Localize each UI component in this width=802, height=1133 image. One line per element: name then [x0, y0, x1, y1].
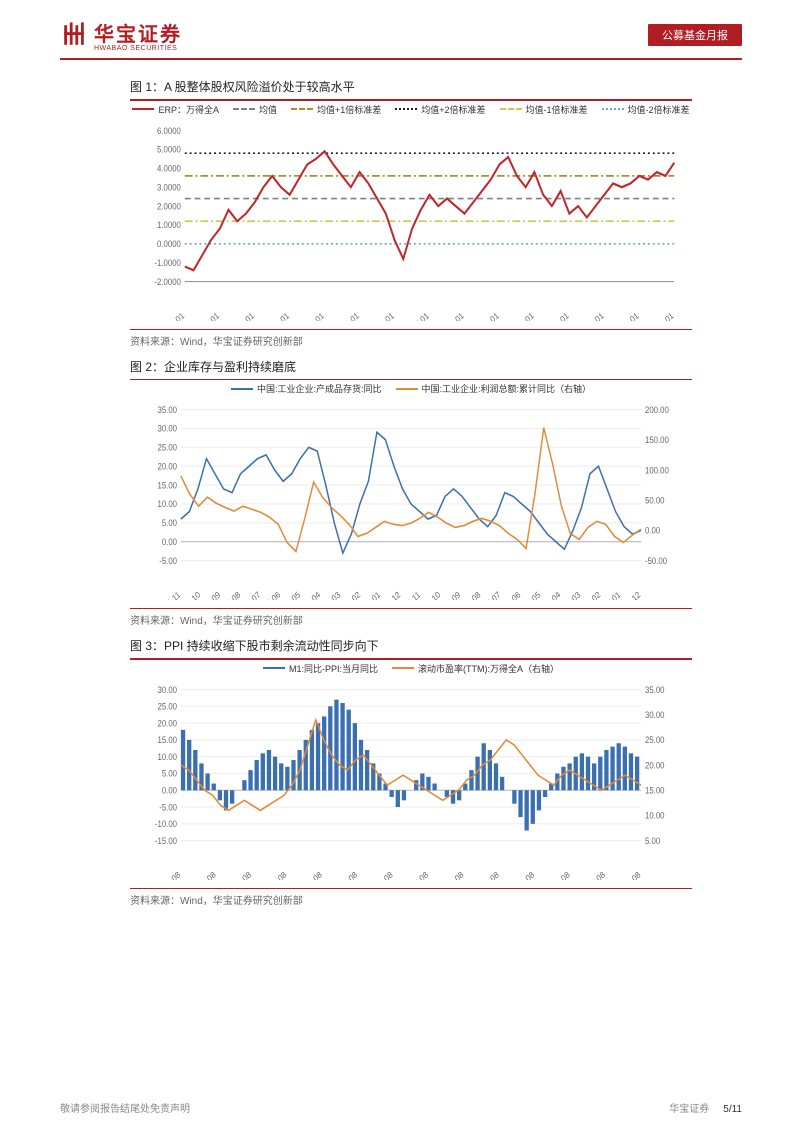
svg-text:15.00: 15.00 [157, 480, 177, 491]
svg-text:20.00: 20.00 [157, 717, 177, 728]
svg-text:1.0000: 1.0000 [157, 219, 181, 230]
svg-text:2012-01: 2012-01 [228, 309, 256, 320]
svg-text:2010-01: 2010-01 [158, 309, 186, 320]
svg-text:-1.0000: -1.0000 [154, 257, 181, 268]
report-tag: 公募基金月报 [648, 24, 742, 46]
svg-text:2019-01: 2019-01 [473, 309, 501, 320]
logo-icon [60, 21, 88, 49]
svg-text:2016-08: 2016-08 [367, 868, 395, 879]
page-number: 5/11 [723, 1104, 742, 1115]
svg-text:2023-01: 2023-01 [613, 309, 641, 320]
figure-3: 图 3：PPI 持续收缩下股市剩余流动性同步向下 M1:同比-PPI:当月同比滚… [130, 637, 692, 907]
svg-text:0.00: 0.00 [162, 785, 178, 796]
svg-text:2013-08: 2013-08 [260, 868, 288, 879]
svg-text:4.0000: 4.0000 [157, 163, 181, 174]
svg-text:2020-08: 2020-08 [508, 868, 536, 879]
svg-text:2015-08: 2015-08 [331, 868, 359, 879]
svg-text:2023-08: 2023-08 [614, 868, 642, 879]
svg-text:30.00: 30.00 [157, 423, 177, 434]
svg-text:2012-08: 2012-08 [225, 868, 253, 879]
svg-text:2024-01: 2024-01 [648, 309, 676, 320]
svg-text:2.0000: 2.0000 [157, 200, 181, 211]
svg-text:-10.00: -10.00 [155, 818, 177, 829]
figure-1: 图 1：A 股整体股权风险溢价处于较高水平 ERP：万得全A均值均值+1倍标准差… [130, 78, 692, 348]
figure-1-title: 图 1：A 股整体股权风险溢价处于较高水平 [130, 78, 692, 95]
figure-2-title: 图 2：企业库存与盈利持续磨底 [130, 358, 692, 375]
svg-text:3.0000: 3.0000 [157, 182, 181, 193]
page-footer: 敬请参阅报告结尾处免责声明 华宝证券 5/11 [0, 1100, 802, 1115]
svg-text:150.00: 150.00 [645, 435, 669, 446]
svg-text:2022-01: 2022-01 [578, 309, 606, 320]
svg-text:-15.00: -15.00 [155, 835, 177, 846]
footer-brand: 华宝证券 [669, 1100, 709, 1115]
brand-name-cn: 华宝证券 [94, 24, 182, 46]
svg-text:10.00: 10.00 [645, 810, 665, 821]
page-header: 华宝证券 HWABAO SECURITIES 公募基金月报 [0, 0, 802, 56]
svg-text:15.00: 15.00 [157, 734, 177, 745]
figure-2-source: 资料来源：Wind，华宝证券研究创新部 [130, 608, 692, 627]
svg-text:5.00: 5.00 [162, 518, 178, 529]
svg-text:5.0000: 5.0000 [157, 144, 181, 155]
svg-text:0.0000: 0.0000 [157, 238, 181, 249]
figure-1-source: 资料来源：Wind，华宝证券研究创新部 [130, 329, 692, 348]
svg-text:100.00: 100.00 [645, 465, 669, 476]
svg-text:-2.0000: -2.0000 [154, 276, 181, 287]
svg-text:2014-08: 2014-08 [296, 868, 324, 879]
svg-text:20.00: 20.00 [157, 461, 177, 472]
svg-text:-50.00: -50.00 [645, 555, 667, 566]
svg-text:30.00: 30.00 [157, 684, 177, 695]
svg-text:25.00: 25.00 [157, 701, 177, 712]
svg-text:-5.00: -5.00 [159, 801, 177, 812]
svg-text:2010-08: 2010-08 [154, 868, 182, 879]
svg-text:0.00: 0.00 [162, 537, 178, 548]
svg-text:15.00: 15.00 [645, 785, 665, 796]
svg-text:2019-08: 2019-08 [473, 868, 501, 879]
svg-text:2021-08: 2021-08 [544, 868, 572, 879]
svg-text:25.00: 25.00 [157, 442, 177, 453]
svg-text:35.00: 35.00 [157, 404, 177, 415]
svg-text:2011-08: 2011-08 [190, 868, 218, 879]
svg-text:6.0000: 6.0000 [157, 125, 181, 136]
svg-text:2002-11: 2002-11 [155, 589, 183, 600]
svg-text:-5.00: -5.00 [159, 555, 177, 566]
svg-text:2022-08: 2022-08 [579, 868, 607, 879]
figure-2-chart: -5.00 0.00 5.00 10.00 15.00 20.00 25.00 30.00 35… [130, 399, 692, 604]
figure-1-legend: ERP：万得全A均值均值+1倍标准差均值+2倍标准差均值-1倍标准差均值-2倍标… [130, 101, 692, 120]
figure-1-chart: -2.0000 -1.0000 0.0000 1.0000 2.0000 3.0000 4.… [130, 120, 692, 325]
svg-text:2017-01: 2017-01 [403, 309, 431, 320]
svg-text:25.00: 25.00 [645, 734, 665, 745]
svg-text:5.00: 5.00 [162, 768, 178, 779]
svg-text:2020-01: 2020-01 [508, 309, 536, 320]
brand-name-en: HWABAO SECURITIES [94, 45, 182, 52]
svg-text:10.00: 10.00 [157, 751, 177, 762]
svg-text:2016-01: 2016-01 [368, 309, 396, 320]
svg-text:35.00: 35.00 [645, 684, 665, 695]
svg-text:2011-01: 2011-01 [193, 309, 221, 320]
figure-3-chart: -15.00 -10.00 -5.00 0.00 5.00 10.00 15.00 20.00… [130, 679, 692, 884]
svg-text:5.00: 5.00 [645, 835, 661, 846]
svg-text:20.00: 20.00 [645, 759, 665, 770]
svg-text:200.00: 200.00 [645, 404, 669, 415]
figure-3-legend: M1:同比-PPI:当月同比滚动市盈率(TTM):万得全A（右轴） [130, 660, 692, 679]
svg-text:10.00: 10.00 [157, 499, 177, 510]
svg-text:0.00: 0.00 [645, 525, 661, 536]
svg-text:2015-01: 2015-01 [333, 309, 361, 320]
svg-text:2017-08: 2017-08 [402, 868, 430, 879]
svg-text:2018-01: 2018-01 [438, 309, 466, 320]
figure-2: 图 2：企业库存与盈利持续磨底 中国:工业企业:产成品存货:同比中国:工业企业:… [130, 358, 692, 628]
page-content: 图 1：A 股整体股权风险溢价处于较高水平 ERP：万得全A均值均值+1倍标准差… [0, 60, 802, 907]
svg-text:2021-01: 2021-01 [543, 309, 571, 320]
svg-text:2013-01: 2013-01 [263, 309, 291, 320]
svg-text:30.00: 30.00 [645, 709, 665, 720]
brand-logo: 华宝证券 HWABAO SECURITIES [60, 18, 182, 52]
svg-text:2018-08: 2018-08 [437, 868, 465, 879]
footer-disclaimer: 敬请参阅报告结尾处免责声明 [60, 1100, 190, 1115]
svg-text:2014-01: 2014-01 [298, 309, 326, 320]
figure-2-legend: 中国:工业企业:产成品存货:同比中国:工业企业:利润总额:累计同比（右轴） [130, 380, 692, 399]
figure-3-title: 图 3：PPI 持续收缩下股市剩余流动性同步向下 [130, 637, 692, 654]
figure-3-source: 资料来源：Wind，华宝证券研究创新部 [130, 888, 692, 907]
svg-text:50.00: 50.00 [645, 495, 665, 506]
